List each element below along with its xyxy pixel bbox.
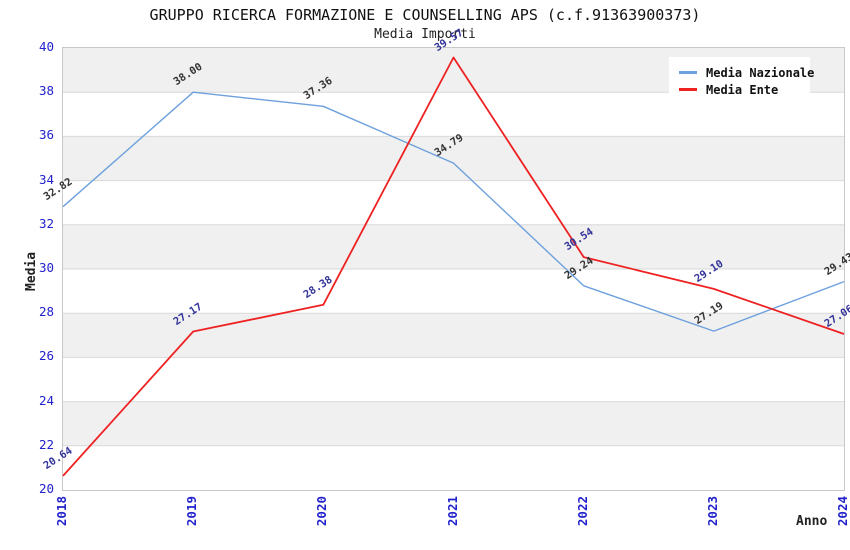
legend: Media Nazionale Media Ente [669, 57, 814, 105]
y-tick-label: 36 [38, 127, 54, 143]
x-tick-label: 2018 [54, 496, 69, 527]
y-tick-label: 38 [38, 83, 54, 99]
series-line-media-nazionale [62, 91, 845, 332]
legend-label: Media Ente [706, 82, 779, 97]
x-tick-label: 2024 [835, 496, 850, 527]
y-tick-label: 30 [38, 260, 54, 275]
x-tick-label: 2021 [444, 496, 460, 527]
data-point-label: 30.54 [562, 225, 596, 254]
y-tick-label: 32 [38, 215, 54, 231]
plot-band [63, 401, 844, 446]
data-point-label: 27.19 [692, 299, 726, 328]
y-tick-label: 40 [38, 39, 54, 54]
plot-area: 32.82 38.00 37.36 34.79 29.24 27.19 29.43 20.64… [41, 26, 850, 491]
legend-item: Media Ente [679, 81, 810, 98]
plot-band [63, 313, 844, 358]
data-point-label: 37.36 [301, 75, 335, 103]
legend-line-swatch [679, 71, 697, 74]
x-tick-label: 2020 [314, 496, 330, 527]
chart-title: GRUPPO RICERCA FORMAZIONE E COUNSELLING … [149, 6, 701, 24]
legend-label: Media Nazionale [706, 65, 815, 80]
chart-subtitle: Media Importi [374, 27, 476, 42]
data-point-label: 38.00 [171, 60, 205, 89]
legend-line-swatch [679, 88, 697, 91]
y-tick-label: 22 [38, 436, 54, 452]
y-tick-label: 28 [38, 304, 54, 320]
data-point-label: 27.06 [822, 302, 850, 330]
x-tick-label: 2019 [184, 496, 200, 527]
y-tick-label: 24 [38, 392, 54, 408]
data-point-label: 29.24 [562, 254, 596, 282]
x-tick-label: 2022 [574, 496, 590, 527]
data-point-label: 29.10 [692, 257, 726, 285]
y-tick-label: 34 [38, 171, 54, 187]
x-tick-label: 2023 [704, 496, 720, 527]
y-tick-label: 20 [38, 481, 54, 496]
plot-band [63, 136, 844, 181]
data-point-label: 28.38 [301, 273, 335, 301]
data-point-label: 27.17 [171, 300, 205, 328]
data-point-label: 29.43 [822, 250, 850, 278]
plot-band [63, 224, 844, 269]
series-line-media-ente [62, 56, 845, 477]
plot-canvas [62, 48, 845, 477]
data-labels-layer: 32.82 38.00 37.36 34.79 29.24 27.19 29.43 20.64… [41, 26, 850, 490]
y-tick-label: 26 [38, 348, 54, 364]
legend-item: Media Nazionale [679, 64, 814, 81]
x-axis-title: Anno [796, 514, 828, 529]
data-point-label: 34.79 [431, 131, 466, 160]
